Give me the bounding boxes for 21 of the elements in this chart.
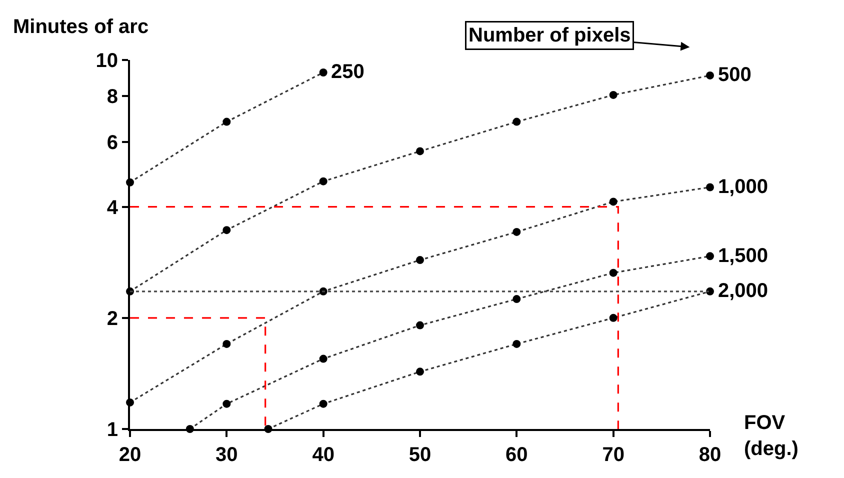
y-tick-label: 10	[96, 50, 118, 72]
series-label: 1,000	[718, 176, 768, 198]
x-tick-label: 40	[312, 444, 334, 466]
series-label: 2,000	[718, 280, 768, 302]
x-tick-label: 80	[698, 444, 722, 466]
y-tick-label: 1	[106, 419, 118, 441]
series-label: 500	[718, 64, 752, 86]
y-tick-label: 8	[106, 86, 118, 108]
x-tick-label: 50	[408, 444, 432, 466]
y-axis-title: Minutes of arc	[13, 16, 149, 38]
y-tick-label: 6	[106, 132, 118, 154]
y-tick-label: 4	[106, 196, 119, 219]
x-tick-label: 20	[118, 444, 142, 466]
x-axis-title: FOV (deg.)	[744, 412, 798, 460]
x-tick-label: 60	[506, 444, 528, 466]
x-tick-label: 30	[216, 444, 238, 466]
series-label: 1,500	[718, 245, 768, 267]
x-tick-label: 70	[602, 444, 624, 466]
series-label: 250	[331, 61, 364, 83]
y-tick-label: 2	[106, 308, 118, 330]
text: Number of pixels	[468, 24, 631, 46]
